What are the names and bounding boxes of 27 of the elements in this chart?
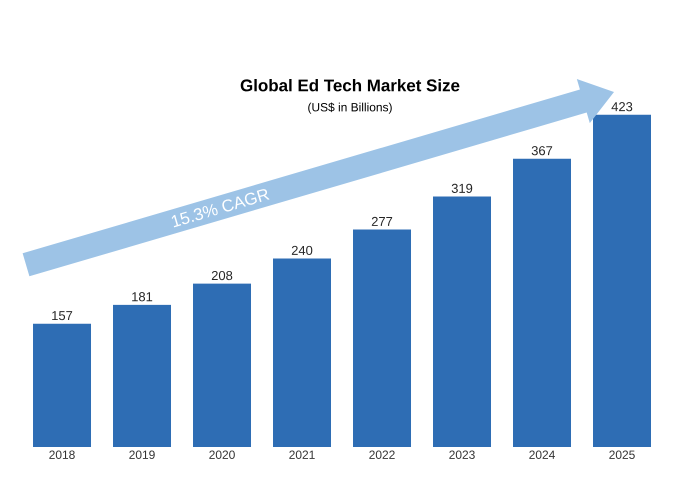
x-tick-label: 2025 <box>609 450 635 459</box>
x-tick-label: 2022 <box>369 450 395 459</box>
x-tick-label: 2020 <box>209 450 235 459</box>
x-tick-label: 2019 <box>129 450 155 459</box>
data-label: 277 <box>372 216 392 226</box>
bar <box>273 258 332 447</box>
data-label: 208 <box>212 270 232 280</box>
data-label: 181 <box>132 292 152 302</box>
bar <box>113 304 172 447</box>
x-tick-label: 2018 <box>49 450 75 459</box>
data-label: 423 <box>611 102 632 112</box>
data-label: 157 <box>52 311 72 320</box>
bar <box>593 114 652 447</box>
bar <box>513 158 572 447</box>
data-label: 367 <box>532 146 552 156</box>
annotation: 15.3% CAGR <box>172 189 270 228</box>
x-tick-label: 2023 <box>449 450 475 459</box>
x-tick-label: 2021 <box>289 450 315 459</box>
data-label: 240 <box>292 246 312 255</box>
bar <box>33 324 92 447</box>
chart-title: Global Ed Tech Market Size <box>240 78 460 92</box>
bar <box>433 196 492 447</box>
chart-subtitle: (US$ in Billions) <box>308 102 392 114</box>
bar <box>193 284 252 447</box>
x-tick-label: 2024 <box>529 450 555 459</box>
data-label: 319 <box>452 184 472 193</box>
bar <box>353 229 412 447</box>
